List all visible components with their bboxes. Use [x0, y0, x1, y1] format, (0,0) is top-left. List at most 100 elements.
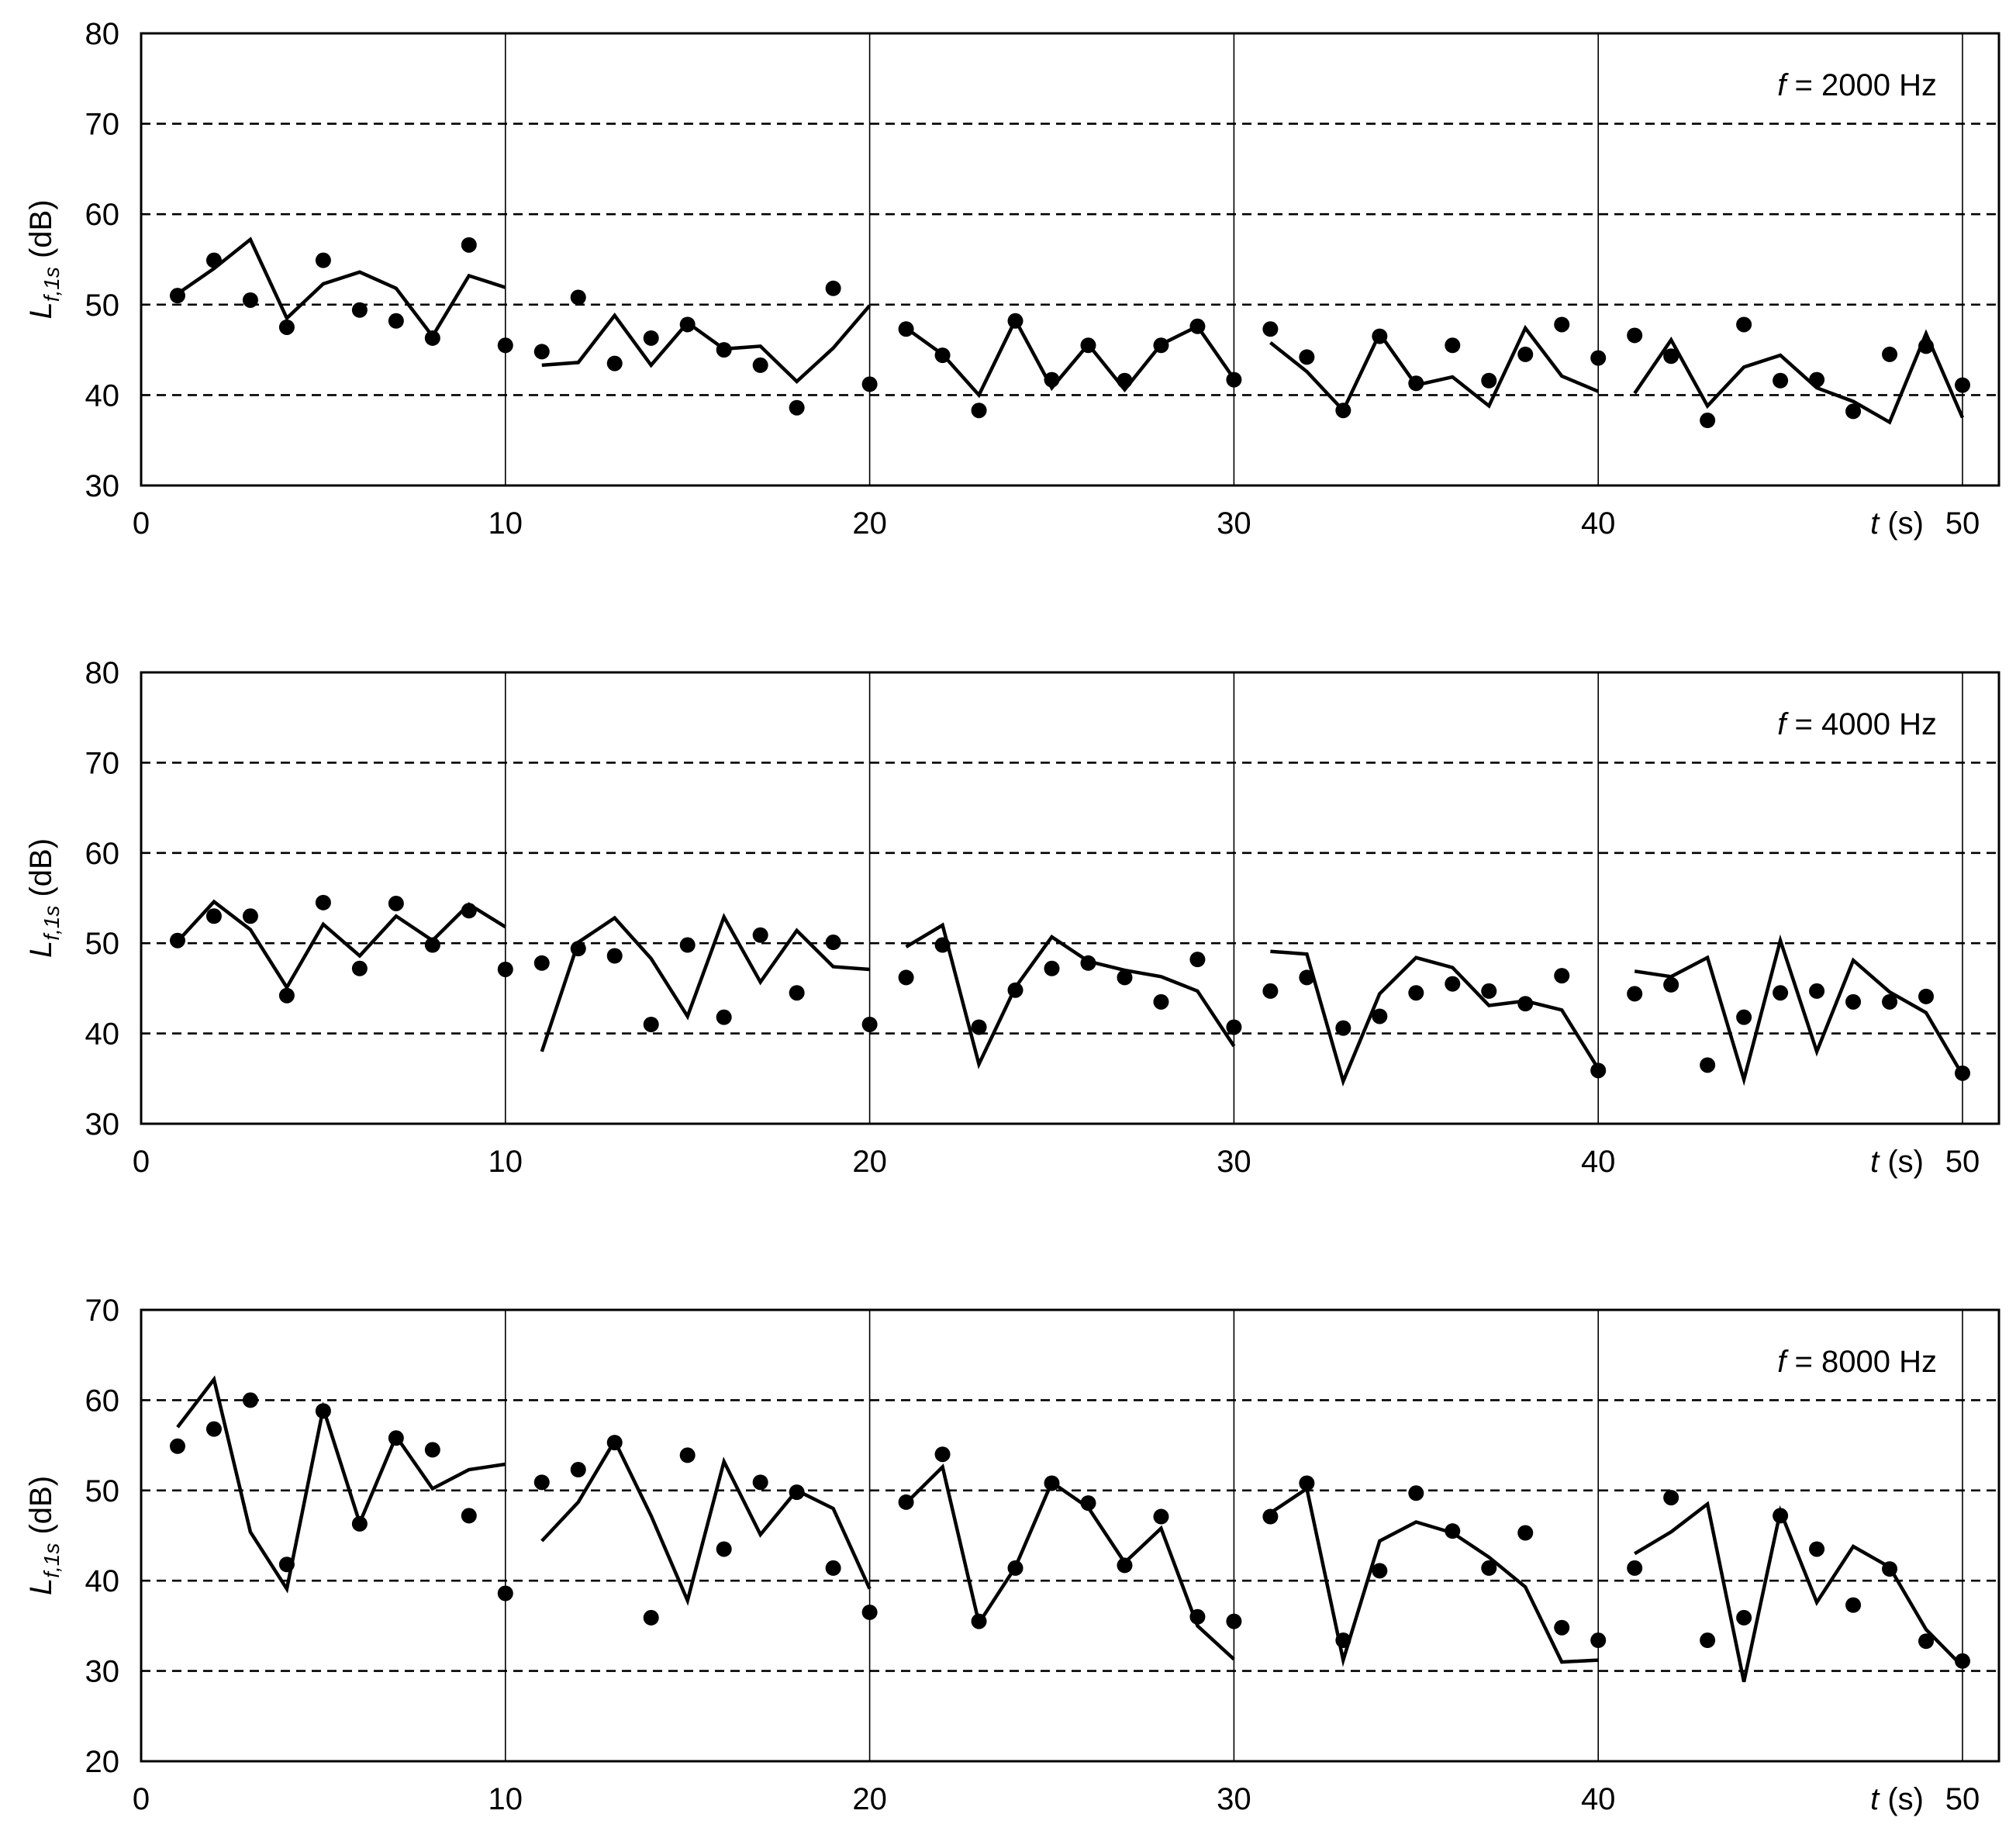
data-point	[1736, 316, 1752, 333]
data-point	[1335, 1020, 1351, 1036]
x-tick-label: 40	[1581, 506, 1616, 541]
data-point	[205, 1421, 222, 1437]
data-point	[1663, 348, 1679, 365]
x-tick-label: 50	[1945, 506, 1980, 541]
data-point	[716, 1541, 732, 1557]
data-point	[1918, 988, 1935, 1004]
line-segment-2	[540, 913, 870, 1052]
data-point	[1845, 1597, 1862, 1613]
data-point	[1809, 983, 1825, 999]
data-point	[1153, 337, 1169, 354]
data-point	[971, 403, 987, 419]
data-point	[1445, 1523, 1461, 1539]
data-point	[1153, 993, 1169, 1010]
data-point	[1189, 952, 1206, 968]
data-point	[1372, 1008, 1388, 1024]
data-point	[1299, 1475, 1315, 1491]
data-point	[679, 316, 696, 333]
data-point	[861, 1604, 878, 1620]
plot-frame	[140, 32, 2000, 487]
data-point	[570, 1462, 586, 1478]
data-point	[497, 961, 513, 977]
y-tick-label: 30	[85, 1107, 120, 1142]
data-point	[752, 1474, 768, 1491]
line-segment-3	[905, 1463, 1235, 1661]
data-point	[169, 932, 185, 948]
data-point	[242, 1392, 258, 1408]
data-point	[1590, 350, 1607, 366]
data-point	[1517, 346, 1534, 362]
data-point	[1262, 1508, 1279, 1525]
line-segment-1	[176, 1375, 506, 1594]
data-point	[1590, 1633, 1607, 1649]
data-point	[1117, 372, 1133, 389]
data-point	[278, 319, 295, 335]
data-point	[1663, 1490, 1679, 1506]
y-tick-label: 50	[85, 288, 120, 323]
y-tick-label: 40	[85, 1018, 120, 1052]
data-point	[1627, 1560, 1643, 1576]
data-point	[789, 1484, 805, 1501]
data-point	[1627, 327, 1643, 344]
data-point	[643, 330, 659, 346]
data-point	[1080, 337, 1096, 354]
data-point	[1007, 313, 1024, 329]
x-axis-label: t (s)	[1870, 1782, 1924, 1816]
data-point	[351, 302, 368, 318]
data-point	[424, 1442, 440, 1458]
chart-panel-1: 30 40 50 60 70 80 0 10 20 30 40 50 t (s) Lf,1s (dB) f …	[24, 17, 2000, 541]
data-point	[1773, 985, 1789, 1001]
data-point	[169, 1438, 185, 1454]
data-point	[1700, 413, 1716, 429]
data-point	[278, 1557, 295, 1573]
data-point	[934, 347, 951, 364]
data-point	[643, 1609, 659, 1626]
data-point	[789, 985, 805, 1001]
data-point	[570, 941, 586, 957]
data-point	[752, 357, 768, 373]
chart-panel-3: 20 30 40 50 60 70 0 10 20 30 40 50 t (s) Lf,1s (dB) f …	[24, 1294, 2000, 1816]
data-point	[388, 895, 404, 911]
y-tick-label: 50	[85, 1474, 120, 1508]
data-point	[1080, 955, 1096, 971]
data-point	[1955, 1065, 1970, 1081]
x-tick-label: 30	[1217, 506, 1251, 541]
data-point	[1773, 372, 1789, 389]
line-segment-4	[1269, 324, 1600, 414]
y-tick-label: 40	[85, 378, 120, 413]
data-point	[1226, 1613, 1242, 1629]
data-point	[533, 344, 550, 360]
data-point	[1955, 377, 1970, 393]
data-point	[1117, 1557, 1133, 1574]
data-point	[169, 288, 185, 304]
data-point	[388, 313, 404, 329]
data-point	[1117, 969, 1133, 986]
data-point	[351, 1515, 368, 1532]
data-point	[861, 1016, 878, 1032]
data-point	[1773, 1508, 1789, 1524]
y-tick-label: 70	[85, 108, 120, 142]
data-point	[1663, 976, 1679, 993]
data-point	[1554, 316, 1570, 333]
x-tick-label: 20	[852, 506, 887, 541]
line-segment-1	[176, 237, 506, 340]
x-tick-label: 40	[1581, 1782, 1616, 1816]
y-tick-label: 50	[85, 927, 120, 961]
data-point	[1335, 403, 1351, 419]
data-point	[1262, 983, 1279, 999]
data-point	[898, 969, 914, 986]
data-point	[1845, 403, 1862, 420]
data-point	[570, 289, 586, 306]
x-tick-label: 0	[133, 506, 150, 541]
data-point	[1918, 338, 1935, 354]
data-point	[315, 894, 331, 910]
data-point	[1918, 1633, 1935, 1650]
data-point	[424, 937, 440, 953]
y-tick-label: 60	[85, 1384, 120, 1418]
data-point	[1517, 996, 1534, 1012]
data-point	[1372, 328, 1388, 344]
data-point	[1445, 976, 1461, 992]
line-segment-3	[905, 316, 1236, 399]
data-point	[934, 937, 951, 953]
data-point	[1226, 371, 1242, 388]
